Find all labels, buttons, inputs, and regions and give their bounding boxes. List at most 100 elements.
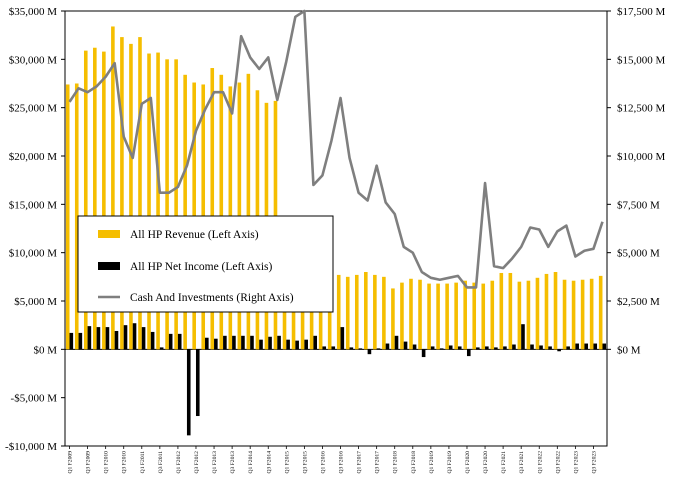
legend-revenue-swatch <box>98 230 120 238</box>
x-tick-label: Q3 F2018 <box>411 451 417 474</box>
x-tick-label: Q3 F2013 <box>230 451 236 474</box>
x-tick-label: Q1 F2012 <box>176 451 182 474</box>
x-tick-label: Q3 F2015 <box>302 451 308 474</box>
revenue-bar <box>156 52 160 350</box>
x-tick-label: Q3 F2020 <box>483 451 489 474</box>
x-tick-label: Q3 F2019 <box>447 451 453 474</box>
revenue-bar <box>553 272 558 350</box>
revenue-bar <box>147 53 151 350</box>
net-income-bar <box>476 347 480 350</box>
revenue-bar <box>354 274 359 350</box>
x-tick-label: Q1 F2015 <box>284 451 290 474</box>
net-income-bar <box>566 346 570 350</box>
x-tick-label: Q3 F2023 <box>591 451 597 474</box>
revenue-bar <box>445 283 449 350</box>
revenue-bar <box>129 43 133 350</box>
x-axis: Q1 F2009 Q3 F2009 Q1 F2010 Q3 F2010 Q1 F2011… <box>68 446 597 474</box>
net-income-bar <box>602 343 607 350</box>
revenue-bar <box>526 280 531 350</box>
revenue-bar <box>562 279 567 350</box>
revenue-bar <box>580 279 585 350</box>
net-income-bar <box>223 335 227 350</box>
net-income-bar <box>114 330 119 350</box>
net-income-bar <box>268 336 272 350</box>
right-tick-label: $15,000 M <box>617 54 666 66</box>
revenue-bar <box>436 283 440 350</box>
x-tick-label: Q1 F2020 <box>465 451 471 474</box>
revenue-bar <box>138 37 142 350</box>
net-income-bar <box>485 346 489 350</box>
net-income-bar <box>304 339 308 350</box>
x-tick-label: Q3 F2012 <box>194 451 200 474</box>
revenue-bar <box>65 84 70 350</box>
net-income-bar <box>241 335 245 350</box>
x-tick-label: Q1 F2019 <box>429 451 435 474</box>
net-income-bar <box>105 327 110 350</box>
left-axis: -$10,000 M -$5,000 M $0 M $5,000 M $10,000 M… <box>5 6 65 453</box>
x-tick-label: Q1 F2022 <box>537 451 543 474</box>
net-income-bar <box>123 325 128 350</box>
x-tick-label: Q3 F2014 <box>266 451 272 474</box>
revenue-bar <box>535 277 540 350</box>
revenue-bar <box>589 278 594 350</box>
net-income-bar <box>557 349 561 352</box>
net-income-bar <box>313 335 318 350</box>
revenue-bar <box>210 68 215 350</box>
left-tick-label: $10,000 M <box>9 248 58 260</box>
net-income-bar <box>159 347 164 350</box>
net-income-bar <box>340 327 345 350</box>
x-tick-label: Q3 F2022 <box>555 451 561 474</box>
revenue-bar <box>83 50 88 350</box>
left-tick-label: $30,000 M <box>9 54 58 66</box>
net-income-bar <box>250 335 254 350</box>
legend-box <box>77 215 334 313</box>
right-tick-label: $10,000 M <box>617 151 666 163</box>
net-income-bar <box>376 348 381 350</box>
x-tick-label: Q1 F2009 <box>68 451 74 474</box>
left-tick-label: $5,000 M <box>14 296 57 308</box>
net-income-bar <box>322 346 327 350</box>
left-tick-label: $20,000 M <box>9 151 58 163</box>
revenue-bar <box>246 73 251 350</box>
net-income-bar <box>593 343 598 350</box>
net-income-bar <box>87 326 92 350</box>
net-income-bar <box>457 346 462 350</box>
net-income-bar <box>530 344 534 350</box>
net-income-bar <box>394 335 399 350</box>
net-income-bar <box>521 324 525 350</box>
x-tick-label: Q1 F2011 <box>140 451 146 474</box>
legend-net-income-swatch <box>98 262 120 270</box>
cash-line-series <box>68 9 604 289</box>
net-income-bar <box>186 349 191 436</box>
revenue-bar <box>598 275 603 350</box>
left-tick-label: -$10,000 M <box>5 441 57 453</box>
left-tick-label: $15,000 M <box>9 199 58 211</box>
net-income-bar <box>512 344 516 350</box>
x-tick-label: Q3 F2011 <box>158 451 164 474</box>
revenue-bar <box>74 83 79 350</box>
net-income-bar <box>168 333 173 350</box>
revenue-bar <box>571 280 576 350</box>
revenue-bar <box>472 282 477 350</box>
revenue-bar <box>454 282 458 350</box>
net-income-bar <box>150 331 155 350</box>
net-income-bar <box>141 327 146 350</box>
net-income-bar <box>78 332 83 350</box>
legend-cash-label: Cash And Investments (Right Axis) <box>130 292 294 304</box>
right-axis: $0 M $2,500 M $5,000 M $7,500 M $10,000 M $12… <box>607 6 666 356</box>
net-income-bar <box>421 349 426 358</box>
net-income-bar <box>232 335 236 350</box>
net-income-bar <box>430 346 435 350</box>
legend: All HP Revenue (Left Axis) All HP Net Inc… <box>77 215 334 313</box>
left-tick-label: $25,000 M <box>9 103 58 115</box>
net-income-bar <box>96 327 101 350</box>
revenue-bar <box>427 283 431 350</box>
revenue-bar <box>93 47 97 350</box>
revenue-bar <box>309 276 314 350</box>
revenue-bar <box>481 283 486 350</box>
net-income-bar-series <box>69 323 607 436</box>
net-income-bar <box>584 343 589 350</box>
net-income-bar <box>177 333 182 350</box>
